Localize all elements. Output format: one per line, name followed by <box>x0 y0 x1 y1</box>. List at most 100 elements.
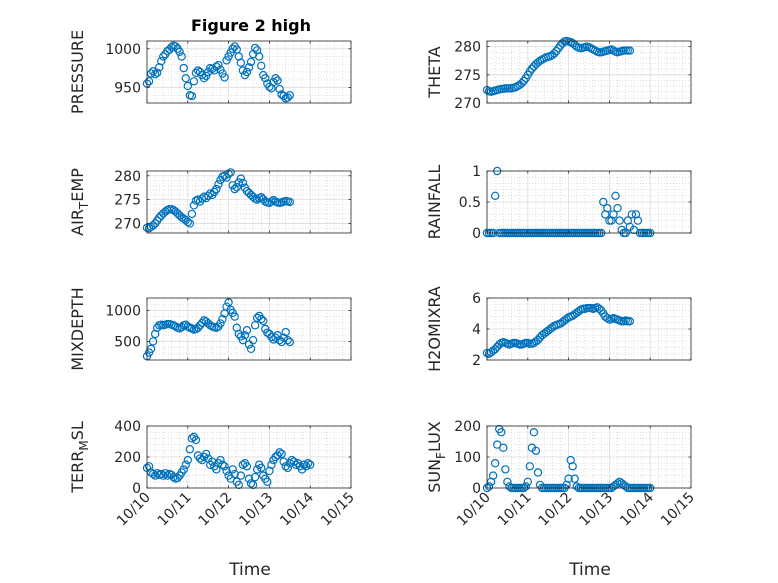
y-tick-label: 0 <box>472 226 481 242</box>
x-tick-label: 10/15 <box>658 490 698 530</box>
data-point <box>267 460 276 469</box>
data-point <box>248 480 258 490</box>
x-tick-label: 10/14 <box>277 489 317 529</box>
data-point <box>173 473 182 483</box>
data-point <box>246 344 256 354</box>
data-point <box>490 344 500 354</box>
x-tick-label: 10/15 <box>318 490 358 530</box>
data-point <box>163 471 172 480</box>
data-point <box>201 449 211 459</box>
data-point <box>283 463 292 473</box>
data-point <box>261 73 270 83</box>
y-tick-label: 100 <box>454 450 481 466</box>
data-point <box>220 73 229 82</box>
data-point <box>609 210 618 219</box>
data-point <box>521 482 530 491</box>
y-axis-label: MIXDEPTH <box>68 287 87 370</box>
data-point <box>146 344 156 354</box>
data-point <box>267 332 276 342</box>
data-point <box>533 335 543 345</box>
data-point <box>259 316 268 326</box>
x-tick-label: 10/14 <box>617 489 657 529</box>
axes-background <box>147 171 351 233</box>
data-point <box>185 219 195 228</box>
x-tick-label: 10/11 <box>495 490 535 530</box>
data-point <box>595 304 604 314</box>
panel-theta: 270 275 280 THETA <box>425 36 692 112</box>
data-point <box>570 474 579 483</box>
data-point <box>236 471 246 480</box>
data-point <box>488 471 498 480</box>
data-point <box>216 455 225 465</box>
panel-mixdepth: 500 1000 MIXDEPTH <box>68 287 352 371</box>
y-tick-label: 1000 <box>105 303 141 319</box>
y-axis-label: THETA <box>425 46 444 98</box>
data-point <box>199 73 209 83</box>
data-point <box>218 314 227 324</box>
data-point <box>495 340 504 349</box>
data-point <box>279 333 288 342</box>
data-point <box>303 459 313 468</box>
y-tick-label: 0 <box>472 481 481 497</box>
y-tick-label: 1000 <box>105 42 141 58</box>
data-point <box>613 479 622 488</box>
data-point <box>550 49 559 58</box>
data-point <box>236 174 246 183</box>
data-point <box>275 84 284 94</box>
x-tick-label: 10/11 <box>155 490 195 530</box>
data-point <box>228 465 237 474</box>
data-point <box>257 463 266 473</box>
y-tick-label: 275 <box>454 68 481 84</box>
data-point <box>187 324 197 333</box>
data-point <box>275 448 284 457</box>
x-axis-label: Time <box>228 560 271 580</box>
panel-pressure: 950 1000 PRESSURE <box>68 30 352 114</box>
data-point <box>179 63 188 73</box>
data-point <box>222 466 231 476</box>
data-point <box>159 52 168 61</box>
data-point <box>161 469 170 478</box>
data-point <box>490 459 500 468</box>
data-point <box>257 61 266 71</box>
data-point <box>171 322 180 331</box>
data-point <box>246 57 256 67</box>
data-point <box>611 191 620 200</box>
y-tick-label: 275 <box>114 193 141 209</box>
figure-title: Figure 2 high <box>191 16 311 35</box>
data-point <box>216 319 225 328</box>
panel-h2omixra: 2 4 6 H2OMIXRA <box>425 286 692 372</box>
data-point <box>281 327 290 337</box>
data-point <box>238 460 248 469</box>
data-point <box>275 335 284 345</box>
data-point <box>195 321 205 330</box>
data-point <box>250 43 260 53</box>
data-point <box>523 477 533 486</box>
data-point <box>197 318 207 327</box>
data-point <box>212 184 221 194</box>
data-point <box>599 197 608 207</box>
data-point <box>244 63 254 72</box>
y-axis-label: TERRMSL <box>68 421 91 494</box>
data-point <box>271 333 280 342</box>
data-point <box>625 317 635 326</box>
data-point <box>490 191 500 200</box>
data-point <box>627 210 637 219</box>
data-point <box>517 79 526 88</box>
data-point <box>291 460 301 469</box>
data-point <box>285 197 294 207</box>
data-point <box>167 43 176 52</box>
data-point <box>177 322 186 332</box>
data-point <box>208 457 217 466</box>
y-tick-label: 4 <box>472 322 481 338</box>
y-tick-label: 200 <box>114 450 141 466</box>
data-point <box>263 477 272 486</box>
data-point <box>185 445 195 454</box>
data-point <box>146 69 156 78</box>
data-point <box>150 70 160 79</box>
data-point <box>214 60 223 70</box>
y-axis-label: H2OMIXRA <box>425 286 444 372</box>
data-point <box>529 428 539 437</box>
data-point <box>283 93 292 102</box>
data-point <box>183 455 192 465</box>
